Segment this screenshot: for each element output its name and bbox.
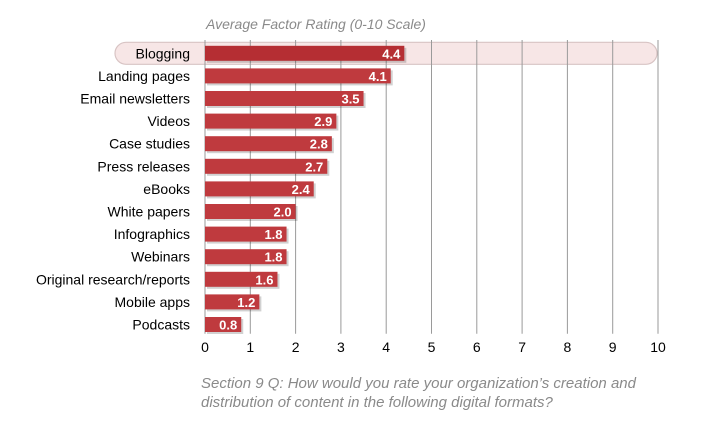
value-label: 1.8 xyxy=(264,250,282,265)
category-label: Podcasts xyxy=(132,317,190,333)
x-tick-label: 10 xyxy=(650,339,666,355)
bar xyxy=(205,113,337,129)
category-label: Infographics xyxy=(114,226,190,242)
x-tick-label: 7 xyxy=(518,339,526,355)
bar xyxy=(205,136,332,152)
bar xyxy=(205,45,405,61)
bar xyxy=(205,294,260,310)
category-label: Press releases xyxy=(97,158,190,174)
value-label: 2.9 xyxy=(314,114,332,129)
bar xyxy=(205,204,296,219)
x-tick-label: 0 xyxy=(201,339,209,355)
x-tick-label: 1 xyxy=(246,339,254,355)
value-label: 2.4 xyxy=(292,182,311,197)
bar xyxy=(205,317,242,332)
x-tick-label: 4 xyxy=(382,339,390,355)
bar xyxy=(205,68,391,84)
x-tick-label: 9 xyxy=(609,339,617,355)
bar xyxy=(205,158,328,174)
x-tick-label: 2 xyxy=(292,339,300,355)
value-label: 2.8 xyxy=(310,137,328,152)
x-tick-label: 6 xyxy=(473,339,481,355)
category-label: White papers xyxy=(108,204,190,220)
x-tick-label: 5 xyxy=(428,339,436,355)
category-label: Blogging xyxy=(136,45,191,61)
bar xyxy=(205,249,287,265)
chart-subtitle: Average Factor Rating (0-10 Scale) xyxy=(206,16,426,32)
category-label: Email newsletters xyxy=(80,91,190,107)
category-label: eBooks xyxy=(143,181,190,197)
category-label: Mobile apps xyxy=(115,294,191,310)
category-label: Webinars xyxy=(131,249,190,265)
chart-caption: Section 9 Q: How would you rate your org… xyxy=(201,375,636,411)
value-label: 2.0 xyxy=(274,205,292,220)
value-label: 4.4 xyxy=(382,46,401,61)
category-label: Landing pages xyxy=(98,68,190,84)
value-label: 1.2 xyxy=(237,295,255,310)
bar xyxy=(205,181,314,197)
category-label: Case studies xyxy=(109,136,190,152)
bar xyxy=(205,271,278,287)
value-label: 1.8 xyxy=(264,227,282,242)
value-label: 1.6 xyxy=(255,272,273,287)
x-tick-label: 8 xyxy=(564,339,572,355)
category-label: Videos xyxy=(147,113,190,129)
bar xyxy=(205,91,364,106)
x-tick-label: 3 xyxy=(337,339,345,355)
value-label: 4.1 xyxy=(369,69,387,84)
category-label: Original research/reports xyxy=(36,271,190,287)
bar xyxy=(205,226,287,242)
value-label: 2.7 xyxy=(305,159,323,174)
value-label: 3.5 xyxy=(341,92,359,107)
value-label: 0.8 xyxy=(219,318,237,333)
